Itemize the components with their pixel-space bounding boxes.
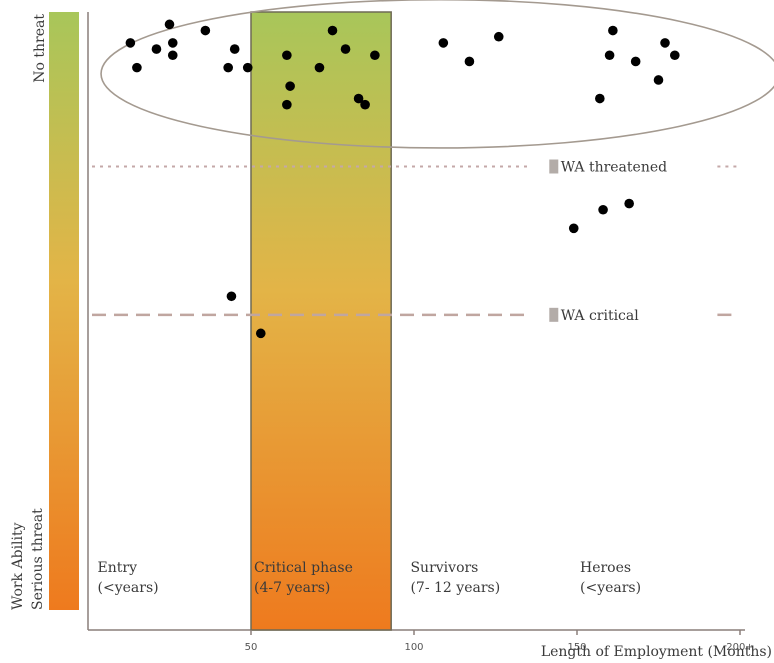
- data-point: [314, 62, 325, 73]
- x-tick-label: 50: [245, 642, 258, 653]
- data-point: [568, 223, 579, 234]
- data-point: [370, 50, 380, 61]
- x-tick-label: 200+: [726, 642, 753, 653]
- data-point: [630, 56, 641, 67]
- data-point: [670, 50, 680, 61]
- y-label-serious-threat: Serious threat: [30, 508, 46, 610]
- data-point: [653, 75, 664, 85]
- x-tick-label: 150: [567, 642, 586, 653]
- work-ability-gradient-bar: [49, 12, 79, 610]
- data-point: [200, 25, 211, 36]
- y-label-no-threat: No threat: [32, 14, 48, 83]
- data-point: [125, 38, 136, 48]
- data-point: [464, 56, 475, 67]
- data-point: [595, 93, 605, 104]
- phase-label: Survivors: [410, 560, 478, 576]
- threshold-lines: WA threatened WA critical: [92, 159, 738, 324]
- data-point: [226, 291, 237, 302]
- x-tick-label: 100: [404, 642, 423, 653]
- data-point: [604, 50, 615, 61]
- data-point: [660, 38, 670, 48]
- data-point: [608, 25, 618, 36]
- data-point: [353, 93, 364, 104]
- threshold-marker: [549, 159, 559, 174]
- data-point: [164, 19, 175, 30]
- data-points: [125, 19, 680, 339]
- data-point: [167, 38, 178, 48]
- x-axis-ticks: 50 100 150 200+: [245, 630, 754, 653]
- data-point: [229, 44, 240, 54]
- data-point: [598, 204, 608, 215]
- x-axis-label: Length of Employment (Months): [541, 644, 772, 660]
- phase-sublabel: (7- 12 years): [410, 580, 500, 596]
- threshold-marker: [549, 307, 559, 322]
- data-point: [255, 328, 266, 339]
- data-point: [132, 62, 142, 73]
- data-point: [282, 50, 292, 61]
- phase-sublabel: (<years): [580, 580, 641, 596]
- threshold-label: WA threatened: [561, 160, 667, 176]
- data-point: [327, 25, 338, 36]
- no-threat-cluster-ellipse: [100, 0, 774, 149]
- threshold-label: WA critical: [561, 308, 640, 324]
- data-point: [242, 62, 253, 73]
- data-point: [438, 38, 449, 48]
- data-point: [624, 198, 634, 209]
- critical-phase-region: [250, 11, 392, 631]
- data-point: [223, 62, 233, 73]
- phase-sublabel: (4-7 years): [254, 580, 330, 596]
- data-point: [151, 44, 162, 54]
- phase-label: Critical phase: [254, 560, 353, 576]
- y-label-work-ability: Work Ability: [10, 522, 26, 610]
- data-point: [493, 31, 504, 42]
- phase-label: Entry: [98, 560, 138, 576]
- data-point: [360, 99, 370, 110]
- data-point: [340, 44, 351, 54]
- data-point: [167, 50, 178, 61]
- phase-sublabel: (<years): [98, 580, 159, 596]
- data-point: [282, 99, 292, 110]
- phase-label: Heroes: [580, 560, 631, 576]
- phase-labels: Entry (<years) Critical phase (4-7 years) Su…: [98, 560, 642, 596]
- data-point: [285, 81, 295, 91]
